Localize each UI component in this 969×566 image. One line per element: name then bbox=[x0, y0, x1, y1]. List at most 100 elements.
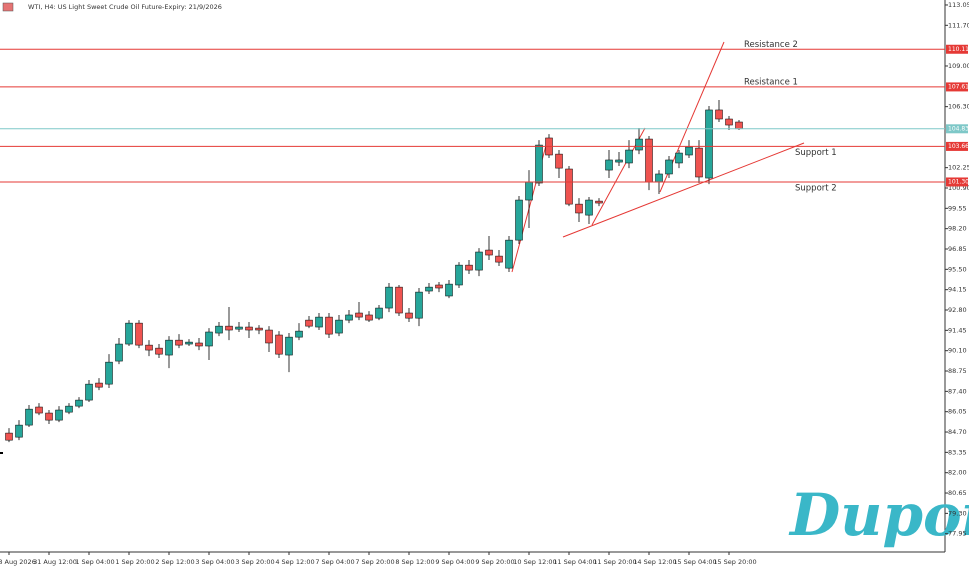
y-tick-label: 98.20 bbox=[948, 225, 967, 233]
candle-body bbox=[495, 255, 503, 263]
y-tick-label: 102.25 bbox=[948, 164, 969, 172]
candle-body bbox=[725, 118, 733, 126]
current-price-label: 104.83 bbox=[948, 125, 969, 132]
trend-line bbox=[562, 142, 805, 238]
candle-body bbox=[95, 382, 103, 388]
candle-body bbox=[585, 199, 593, 216]
x-tick-label: 14 Sep 12:00 bbox=[633, 558, 676, 566]
candle-body bbox=[15, 424, 23, 438]
x-tick-label: 4 Sep 12:00 bbox=[275, 558, 314, 566]
candle-body bbox=[375, 307, 383, 319]
x-tick-label: 11 Sep 04:00 bbox=[553, 558, 596, 566]
candle-body bbox=[435, 284, 443, 289]
y-tick-label: 100.90 bbox=[948, 184, 969, 192]
y-tick-label: 90.10 bbox=[948, 347, 967, 355]
candle-body bbox=[75, 399, 83, 407]
x-tick-label: 31 Aug 12:00 bbox=[33, 558, 77, 566]
candle-body bbox=[385, 286, 393, 309]
x-tick-label: 15 Sep 20:00 bbox=[713, 558, 756, 566]
y-tick-label: 84.70 bbox=[948, 428, 967, 436]
candle-body bbox=[425, 286, 433, 292]
candle-body bbox=[395, 286, 403, 314]
candle-body bbox=[25, 408, 33, 426]
candle-body bbox=[135, 322, 143, 346]
candle-body bbox=[525, 181, 533, 201]
candle-body bbox=[265, 329, 273, 344]
candle-body bbox=[645, 138, 653, 183]
x-tick-label: 15 Sep 04:00 bbox=[673, 558, 716, 566]
candle-body bbox=[235, 326, 243, 330]
candle-body bbox=[325, 316, 333, 335]
candle-body bbox=[165, 339, 173, 356]
candle-body bbox=[625, 149, 633, 164]
x-tick-label: 8 Sep 12:00 bbox=[395, 558, 434, 566]
current-price-box bbox=[946, 124, 968, 134]
x-tick-label: 1 Sep 20:00 bbox=[115, 558, 154, 566]
level-name: Resistance 1 bbox=[744, 77, 798, 87]
y-tick-label: 111.70 bbox=[948, 21, 969, 29]
candle-body bbox=[115, 343, 123, 362]
candle-body bbox=[505, 239, 513, 269]
y-tick-label: 99.55 bbox=[948, 204, 967, 212]
candle-body bbox=[285, 336, 293, 356]
y-tick-label: 96.85 bbox=[948, 245, 967, 253]
candle-body bbox=[245, 326, 253, 331]
candle-body bbox=[345, 314, 353, 321]
candle-body bbox=[565, 168, 573, 205]
candle-body bbox=[295, 330, 303, 338]
level-name: Support 2 bbox=[795, 183, 837, 193]
candle-body bbox=[225, 325, 233, 331]
candle-body bbox=[365, 314, 373, 321]
candle-body bbox=[515, 199, 523, 241]
candle-body bbox=[455, 264, 463, 286]
x-tick-label: 10 Sep 12:00 bbox=[513, 558, 556, 566]
level-box bbox=[946, 141, 968, 151]
level-name: Support 1 bbox=[795, 148, 837, 158]
candle-body bbox=[465, 264, 473, 271]
candle-body bbox=[215, 325, 223, 334]
candle-body bbox=[305, 319, 313, 327]
level-box bbox=[946, 82, 968, 92]
y-tick-label: 87.40 bbox=[948, 387, 967, 395]
candle-body bbox=[605, 159, 613, 171]
candle-body bbox=[535, 144, 543, 184]
x-tick-label: 2 Sep 12:00 bbox=[155, 558, 194, 566]
level-price: 103.66 bbox=[948, 143, 969, 150]
candle-body bbox=[335, 319, 343, 334]
candle-body bbox=[155, 347, 163, 355]
chart-title: WTI, H4: US Light Sweet Crude Oil Future… bbox=[28, 3, 222, 11]
x-tick-label: 1 Sep 04:00 bbox=[75, 558, 114, 566]
candle-body bbox=[665, 159, 673, 175]
y-tick-label: 94.15 bbox=[948, 286, 967, 294]
candle-body bbox=[475, 251, 483, 271]
y-tick-label: 86.05 bbox=[948, 408, 967, 416]
y-tick-label: 109.00 bbox=[948, 62, 969, 70]
candle-body bbox=[615, 159, 623, 163]
candle-body bbox=[85, 383, 93, 401]
symbol-icon bbox=[2, 2, 14, 12]
candle-body bbox=[55, 409, 63, 421]
candle-body bbox=[445, 283, 453, 297]
x-tick-label: 9 Sep 20:00 bbox=[475, 558, 514, 566]
x-tick-label: 28 Aug 2026 bbox=[0, 558, 36, 566]
candle-body bbox=[5, 432, 13, 441]
candle-body bbox=[355, 312, 363, 318]
marker bbox=[0, 452, 3, 454]
candle-body bbox=[315, 316, 323, 328]
candle-body bbox=[275, 334, 283, 355]
candle-body bbox=[485, 249, 493, 256]
candle-body bbox=[105, 361, 113, 385]
candle-body bbox=[35, 406, 43, 414]
y-tick-label: 113.05 bbox=[948, 1, 969, 9]
candle-body bbox=[205, 331, 213, 347]
y-tick-label: 106.30 bbox=[948, 103, 969, 111]
candle-body bbox=[705, 109, 713, 179]
candle-body bbox=[635, 138, 643, 151]
x-tick-label: 7 Sep 20:00 bbox=[355, 558, 394, 566]
candle-body bbox=[695, 147, 703, 178]
x-tick-label: 3 Sep 04:00 bbox=[195, 558, 234, 566]
candle-body bbox=[715, 109, 723, 120]
level-box bbox=[946, 44, 968, 54]
